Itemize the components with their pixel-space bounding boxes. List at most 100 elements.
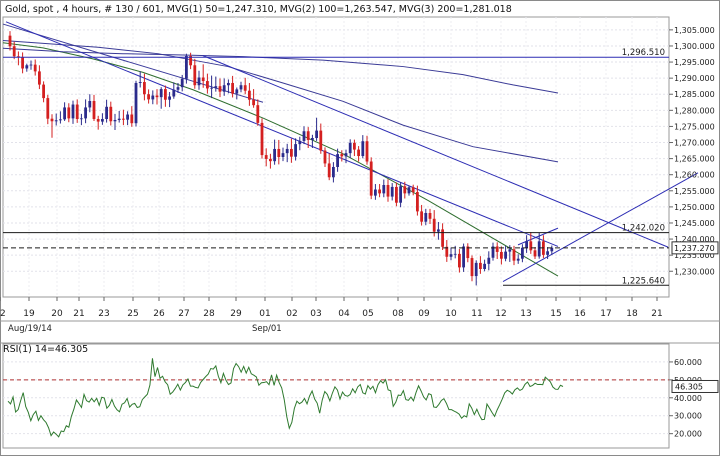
- candle-body: [487, 257, 491, 264]
- candle-body: [231, 82, 234, 94]
- candle-body: [424, 213, 428, 222]
- candle-body: [248, 90, 251, 100]
- candle-body: [311, 138, 314, 140]
- candle-body: [445, 246, 449, 257]
- candle-body: [533, 250, 537, 257]
- candle-body: [92, 101, 96, 120]
- candle-body: [80, 118, 83, 120]
- x-tick-label: 17: [600, 309, 611, 319]
- y-tick-label: 1,250.000: [674, 203, 715, 212]
- x-tick-label: 12: [495, 309, 506, 319]
- x-tick-label: 02: [286, 309, 297, 319]
- y-tick-label: 1,235.000: [674, 251, 715, 260]
- candle-body: [395, 186, 398, 203]
- candle-body: [21, 57, 24, 69]
- price-level-label: 1,225.640: [622, 276, 665, 286]
- rsi-tick-label: 30.000: [674, 412, 702, 421]
- candle-body: [101, 119, 104, 122]
- candle-body: [462, 246, 465, 268]
- candle-body: [432, 218, 436, 232]
- last-price-label: 1,237.270: [674, 244, 715, 253]
- last-price-box: [671, 241, 719, 255]
- candle-body: [420, 211, 423, 222]
- candle-body: [382, 185, 386, 194]
- candle-body: [75, 104, 79, 120]
- candle-body: [260, 122, 264, 156]
- trend-line: [202, 55, 669, 248]
- candle-body: [8, 35, 12, 47]
- rsi-panel-frame: [2, 343, 670, 449]
- x-tick-label: 18: [626, 309, 638, 319]
- candle-body: [168, 96, 171, 100]
- candle-body: [437, 229, 440, 232]
- candle-body: [386, 185, 390, 197]
- x-tick-label: 29: [230, 309, 242, 319]
- candle-body: [264, 155, 268, 159]
- price-level-label: 1,296.510: [622, 48, 665, 58]
- x-tick-label: 25: [127, 309, 138, 319]
- candle-body: [109, 106, 113, 122]
- moving-average-line: [2, 39, 559, 163]
- candle-body: [529, 241, 533, 251]
- candle-body: [201, 77, 205, 82]
- y-tick-label: 1,255.000: [674, 187, 715, 196]
- trend-line: [5, 21, 559, 247]
- candle-body: [428, 213, 432, 219]
- y-tick-label: 1,270.000: [674, 139, 715, 148]
- candle-body: [521, 247, 524, 259]
- candle-body: [348, 142, 352, 154]
- y-tick-label: 1,240.000: [674, 235, 715, 244]
- candle-body: [218, 86, 222, 92]
- candle-body: [239, 85, 243, 90]
- candle-body: [361, 141, 365, 157]
- candle-body: [227, 82, 230, 86]
- candle-body: [54, 120, 58, 122]
- candle-body: [138, 82, 142, 83]
- candle-body: [407, 187, 411, 194]
- candle-body: [33, 64, 37, 72]
- x-tick-label: 10: [445, 309, 457, 319]
- x-tick-label: 03: [310, 309, 321, 319]
- candle-body: [353, 142, 356, 150]
- candle-body: [365, 141, 369, 162]
- x-tick-label: 23: [98, 309, 109, 319]
- candle-body: [403, 186, 407, 194]
- x-date-label: Sep/01: [252, 324, 282, 334]
- x-tick-label: 15: [550, 309, 561, 319]
- candle-body: [252, 99, 255, 106]
- candle-body: [269, 158, 272, 162]
- candle-body: [441, 229, 444, 247]
- trend-line: [517, 227, 559, 246]
- candle-body: [235, 89, 239, 94]
- candle-body: [298, 140, 302, 145]
- candle-body: [113, 119, 117, 122]
- x-tick-label: 05: [362, 309, 373, 319]
- candle-body: [319, 130, 323, 151]
- candle-body: [88, 101, 92, 108]
- y-tick-label: 1,290.000: [674, 74, 715, 83]
- candle-body: [130, 114, 134, 124]
- candle-body: [122, 118, 125, 120]
- chart-title: Gold, spot , 4 hours, # 130 / 601, MVG(1…: [5, 4, 512, 15]
- candle-body: [453, 253, 457, 255]
- candle-body: [378, 189, 381, 194]
- candle-body: [508, 249, 512, 252]
- candle-body: [458, 253, 461, 268]
- main-panel-frame: [2, 16, 670, 298]
- candle-body: [193, 65, 197, 86]
- candle-body: [479, 262, 482, 269]
- candle-body: [495, 246, 499, 252]
- candle-body: [277, 148, 281, 157]
- rsi-last-box: [671, 379, 719, 393]
- x-tick-label: 21: [73, 309, 84, 319]
- y-tick-label: 1,245.000: [674, 219, 715, 228]
- candle-body: [96, 119, 100, 122]
- y-tick-label: 1,295.000: [674, 58, 715, 67]
- x-date-label: Aug/19/14: [8, 324, 52, 334]
- candle-body: [315, 130, 318, 139]
- candle-body: [117, 118, 121, 120]
- candle-body: [344, 153, 348, 157]
- rsi-tick-label: 40.000: [674, 394, 702, 403]
- candle-body: [281, 153, 285, 157]
